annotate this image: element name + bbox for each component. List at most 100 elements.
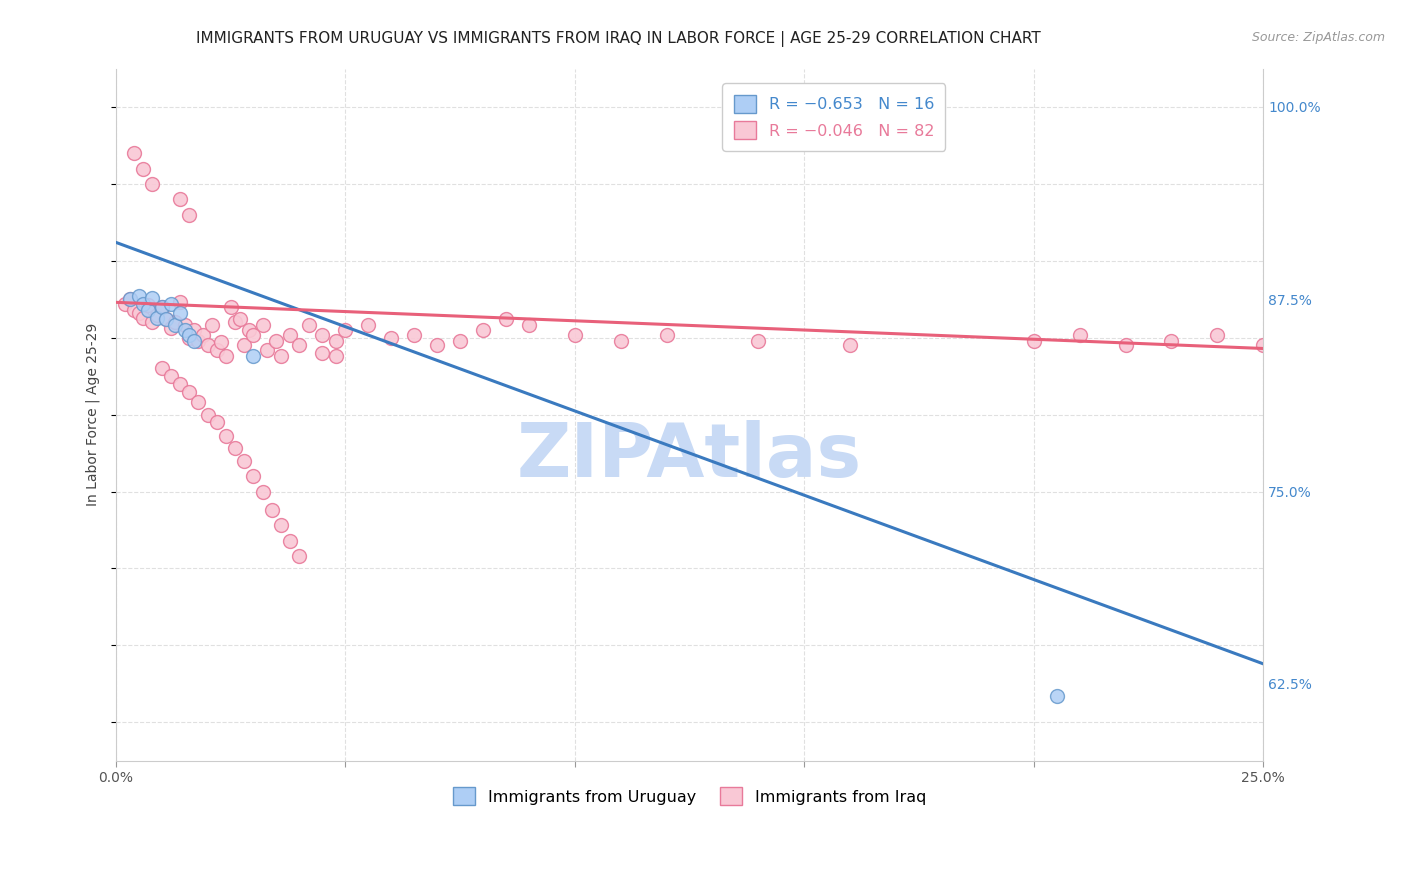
Point [1022, 334, 1045, 348]
Point [233, 338, 256, 352]
Point [205, 415, 228, 429]
Point [335, 323, 357, 337]
Point [141, 177, 163, 191]
Point [173, 318, 195, 333]
Point [187, 395, 209, 409]
Point [128, 289, 150, 303]
Point [1251, 338, 1274, 352]
Point [288, 338, 311, 352]
Point [165, 318, 187, 333]
Point [165, 315, 187, 329]
Point [426, 338, 449, 352]
Point [215, 349, 238, 363]
Point [839, 338, 862, 352]
Point [1046, 689, 1069, 703]
Point [132, 297, 155, 311]
Point [169, 306, 191, 320]
Point [128, 306, 150, 320]
Point [169, 192, 191, 206]
Point [132, 161, 155, 176]
Point [238, 323, 260, 337]
Point [191, 327, 214, 342]
Point [136, 298, 159, 312]
Point [1115, 338, 1137, 352]
Point [141, 291, 163, 305]
Point [150, 300, 173, 314]
Point [183, 323, 205, 337]
Point [118, 292, 141, 306]
Point [215, 429, 238, 443]
Text: IMMIGRANTS FROM URUGUAY VS IMMIGRANTS FROM IRAQ IN LABOR FORCE | AGE 25-29 CORRE: IMMIGRANTS FROM URUGUAY VS IMMIGRANTS FR… [197, 31, 1040, 47]
Point [380, 331, 402, 345]
Point [242, 469, 264, 483]
Point [224, 442, 246, 456]
Point [205, 343, 228, 357]
Point [114, 297, 136, 311]
Y-axis label: In Labor Force | Age 25-29: In Labor Force | Age 25-29 [86, 323, 100, 507]
Point [183, 334, 205, 348]
Point [118, 292, 141, 306]
Point [201, 318, 224, 333]
Point [242, 349, 264, 363]
Point [311, 327, 333, 342]
Point [655, 327, 678, 342]
Point [146, 310, 169, 325]
Point [270, 349, 292, 363]
Text: Source: ZipAtlas.com: Source: ZipAtlas.com [1251, 31, 1385, 45]
Point [252, 484, 274, 499]
Point [747, 334, 769, 348]
Point [270, 518, 292, 533]
Point [146, 308, 169, 322]
Point [256, 343, 278, 357]
Point [495, 312, 517, 326]
Point [404, 327, 426, 342]
Point [609, 334, 631, 348]
Point [169, 376, 191, 391]
Legend: Immigrants from Uruguay, Immigrants from Iraq: Immigrants from Uruguay, Immigrants from… [443, 778, 936, 815]
Text: ZIPAtlas: ZIPAtlas [517, 419, 862, 492]
Point [136, 303, 159, 318]
Point [471, 323, 494, 337]
Point [288, 549, 311, 563]
Point [357, 318, 380, 333]
Point [160, 297, 183, 311]
Point [160, 369, 183, 384]
Point [141, 315, 163, 329]
Point [564, 327, 586, 342]
Point [197, 408, 219, 422]
Point [132, 310, 155, 325]
Point [179, 384, 201, 399]
Point [325, 334, 347, 348]
Point [325, 349, 347, 363]
Point [160, 321, 183, 335]
Point [260, 503, 283, 517]
Point [122, 303, 145, 318]
Point [122, 146, 145, 161]
Point [219, 300, 242, 314]
Point [449, 334, 471, 348]
Point [311, 346, 333, 360]
Point [179, 331, 201, 345]
Point [169, 295, 191, 310]
Point [179, 327, 201, 342]
Point [155, 312, 177, 326]
Point [150, 361, 173, 376]
Point [1206, 327, 1229, 342]
Point [179, 208, 201, 222]
Point [173, 323, 195, 337]
Point [155, 312, 177, 326]
Point [209, 335, 232, 350]
Point [242, 327, 264, 342]
Point [1069, 327, 1091, 342]
Point [252, 318, 274, 333]
Point [297, 318, 319, 333]
Point [150, 300, 173, 314]
Point [228, 312, 250, 326]
Point [266, 334, 288, 348]
Point [278, 533, 301, 548]
Point [1160, 334, 1182, 348]
Point [197, 338, 219, 352]
Point [278, 327, 301, 342]
Point [233, 454, 256, 468]
Point [517, 318, 540, 333]
